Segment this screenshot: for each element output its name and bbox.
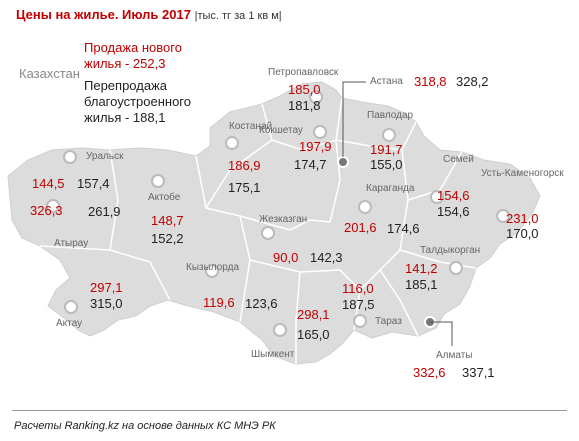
price-new: 116,0 [342,281,374,296]
price-resale: 181,8 [288,98,321,113]
price-resale: 185,1 [405,277,438,292]
marker-taldykorgan [449,261,463,275]
price-new: 144,5 [32,176,65,191]
kazakhstan-territory [7,81,541,365]
price-new: 197,9 [299,139,332,154]
marker-ust-kamenogorsk [496,209,510,223]
price-resale: 170,0 [506,226,539,241]
city-name: Петропавловск [268,67,339,78]
marker-shymkent [273,323,287,337]
price-new: 332,6 [413,365,446,380]
city-name: Талдыкорган [420,245,481,256]
price-resale: 152,2 [151,231,184,246]
price-new: 141,2 [405,261,438,276]
city-name: Кызылорда [186,262,240,273]
marker-kostanay [225,136,239,150]
legend-resale-line2: благоустроенного [84,94,191,109]
price-new: 231,0 [506,211,539,226]
price-new: 186,9 [228,158,261,173]
marker-uralsk [63,150,77,164]
price-resale: 165,0 [297,327,330,342]
price-resale: 337,1 [462,365,495,380]
marker-kyzylorda [205,264,219,278]
city-name: Павлодар [367,110,414,121]
price-resale: 175,1 [228,180,261,195]
city-name: Уральск [86,151,124,162]
legend-resale-line3: жилья - 188,1 [84,110,166,125]
city-name: Актау [56,318,83,329]
marker-semey [430,190,444,204]
legend-resale: Перепродажа благоустроенного жилья - 188… [84,78,214,126]
city-name: Костанай [229,121,273,132]
marker-zhezkazgan [261,226,275,240]
price-resale: 154,6 [437,204,470,219]
city-name: Актобе [148,192,181,203]
leader-lines [342,81,453,346]
city-name: Тараз [375,316,402,327]
marker-pavlodar [382,128,396,142]
city-name: Алматы [436,350,473,361]
marker-kokshetau [313,125,327,139]
price-resale: 174,7 [294,157,327,172]
price-resale: 315,0 [90,296,123,311]
marker-petropavlovsk [309,90,323,104]
price-new: 185,0 [288,82,321,97]
price-resale: 155,0 [370,157,403,172]
price-resale: 142,3 [310,250,343,265]
price-new: 148,7 [151,213,184,228]
city-name: Шымкент [251,349,295,360]
price-new: 119,6 [203,295,235,310]
legend-new-line1: Продажа нового [84,40,182,55]
price-new: 297,1 [90,280,123,295]
legend-new: Продажа нового жилья - 252,3 [84,40,182,72]
marker-astana [337,156,349,168]
title-unit: |тыс. тг за 1 кв м| [194,10,282,22]
price-new: 298,1 [297,307,330,322]
legend-resale-line1: Перепродажа [84,78,167,93]
page-title: Цены на жилье. Июль 2017 |тыс. тг за 1 к… [16,7,282,22]
city-name: Караганда [366,183,415,194]
title-text: Цены на жилье. Июль 2017 [16,7,191,22]
city-name: Атырау [54,238,89,249]
price-resale: 261,9 [88,204,121,219]
price-resale: 123,6 [245,296,278,311]
city-name: Кокшетау [259,125,303,136]
region-borders [39,97,477,364]
price-new: 191,7 [370,142,403,157]
price-new: 318,8 [414,74,447,89]
city-markers [46,90,510,337]
price-new: 154,6 [437,188,470,203]
price-resale: 187,5 [342,297,375,312]
price-new: 326,3 [30,203,63,218]
marker-aktau [64,300,78,314]
city-name: Жезказган [259,214,308,225]
price-resale: 174,6 [387,221,420,236]
price-resale: 157,4 [77,176,110,191]
city-name: Усть-Каменогорск [481,168,564,179]
city-name: Астана [370,76,403,87]
marker-taraz [353,314,367,328]
city-name: Семей [443,154,474,165]
legend-new-line2: жилья - 252,3 [84,56,166,71]
country-label: Казахстан [19,66,80,81]
marker-karaganda [358,200,372,214]
marker-aktobe [151,174,165,188]
price-new: 201,6 [344,220,377,235]
marker-atyrau [46,199,60,213]
price-new: 90,0 [273,250,299,265]
source-note: Расчеты Ranking.kz на основе данных КС М… [14,420,276,432]
price-resale: 328,2 [456,74,489,89]
footer-divider [12,410,567,411]
